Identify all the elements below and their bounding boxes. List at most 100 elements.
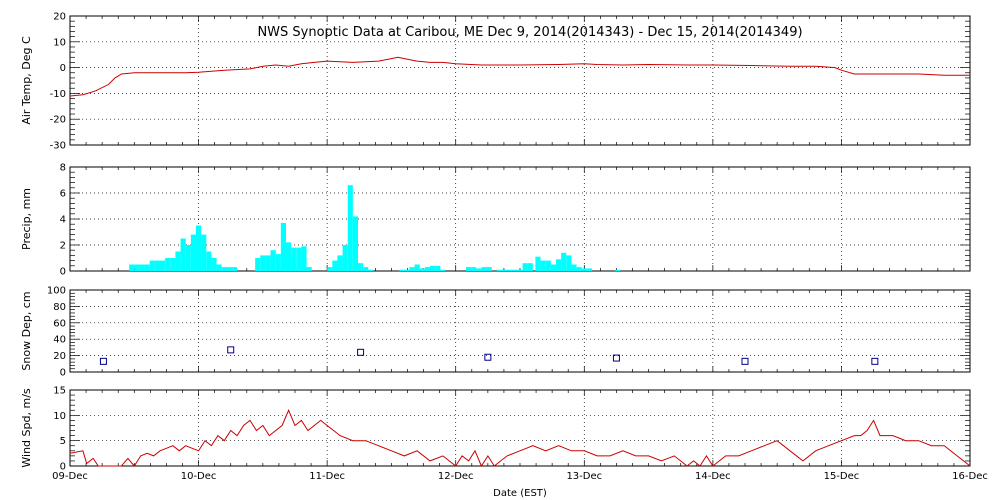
wind-panel: 15 10 5 0 Wind Spd, m/s 09-Dec 10-Dec 11-Dec 12-… [20,386,988,483]
precip-bar [175,251,181,271]
precip-bar [545,260,551,271]
precip-bar [265,255,271,271]
x-tick-label: 13-Dec [566,471,602,482]
wind-ytick-label: 10 [53,411,66,422]
snow-point [99,357,107,365]
precip-bar [507,269,513,271]
temp-ytick-label: -20 [50,115,66,126]
precip-bar [466,267,472,271]
x-tick-label: 16-Dec [952,471,988,482]
precip-bar [540,260,546,271]
precip-bar [556,259,562,271]
precip-bar [414,264,420,271]
snow-ytick-label: 20 [53,351,66,362]
precip-bar [476,268,482,271]
precip-bar [129,264,135,271]
x-tick-label: 10-Dec [181,471,217,482]
precip-bar [286,242,292,271]
precip-panel: 8 6 4 2 0 Precip, mm [20,163,971,278]
snow-point [612,354,620,362]
temp-series-line [69,56,970,97]
x-tick-label: 14-Dec [695,471,731,482]
temp-ylabel: Air Temp, Deg C [20,36,33,125]
precip-bar [435,265,441,271]
snow-ytick-label: 60 [53,318,66,329]
precip-bar [419,268,425,271]
precip-bar [211,258,217,271]
precip-bar [522,263,528,271]
precip-bar [255,258,261,271]
precip-bar [496,269,502,271]
x-tick-label: 09-Dec [52,471,88,482]
precip-bar [471,267,477,271]
snow-ylabel: Snow Dep, cm [20,291,33,370]
precip-ytick-label: 0 [60,267,66,278]
precip-bar [134,264,140,271]
precip-bar [185,245,191,271]
precip-bar [160,260,166,271]
precip-bar [149,260,155,271]
wind-series-line [69,409,971,468]
precip-bar [144,264,150,271]
precip-bar [481,267,487,271]
snow-ytick-label: 100 [47,286,66,297]
precip-bar [201,234,207,271]
snow-panel: 100 80 60 40 20 0 Snow Dep, cm [20,286,971,379]
precip-bar [512,269,518,271]
precip-bar [550,264,556,271]
precip-ylabel: Precip, mm [20,188,33,250]
precip-ytick-label: 2 [60,241,66,252]
precip-bar [139,264,145,271]
snow-point [741,357,749,365]
precip-bar [363,267,369,271]
precip-bar [566,255,572,271]
precip-bar [190,234,196,271]
precip-bar [576,267,582,271]
snow-ytick-label: 40 [53,335,66,346]
snow-point [484,353,492,361]
precip-bar [352,216,358,271]
precip-bar [586,268,592,271]
precip-bar [337,255,343,271]
snow-point [227,346,235,354]
precip-bar [409,267,415,271]
temp-panel: 20 10 0 -10 -20 -30 Air Temp, Deg C [20,12,971,152]
chart-title: NWS Synoptic Data at Caribou, ME Dec 9, … [257,25,802,40]
temp-ytick-label: -10 [50,89,66,100]
precip-bar [270,250,276,271]
precip-bar [296,247,302,271]
snow-point [357,348,365,356]
temp-ytick-label: 20 [53,12,66,23]
precip-ytick-label: 6 [60,189,66,200]
precip-bar [327,267,333,271]
precip-bar [561,252,567,271]
precip-bar [486,267,492,271]
precip-bar [260,255,266,271]
precip-bar [301,246,307,271]
precip-ytick-label: 4 [60,215,66,226]
precip-bar [440,269,446,271]
precip-bar [154,260,160,271]
precip-bar [502,269,508,271]
x-tick-label: 15-Dec [824,471,860,482]
snow-point [871,357,879,365]
temp-ytick-label: -30 [50,141,66,152]
x-axis-label: Date (EST) [493,488,547,499]
snow-ytick-label: 0 [60,368,66,379]
precip-bar [291,247,297,271]
precip-ytick-label: 8 [60,163,66,174]
precip-bar [347,185,353,271]
precip-bar [216,264,222,271]
precip-bar [221,267,227,271]
temp-ytick-label: 0 [60,63,66,74]
precip-bar [581,268,587,271]
precip-bar [165,258,171,271]
precip-bar [170,258,176,271]
x-tick-label: 12-Dec [438,471,474,482]
precip-bar [280,222,286,271]
x-tick-label: 11-Dec [309,471,345,482]
temp-ytick-label: 10 [53,37,66,48]
wind-ytick-label: 15 [53,386,66,397]
